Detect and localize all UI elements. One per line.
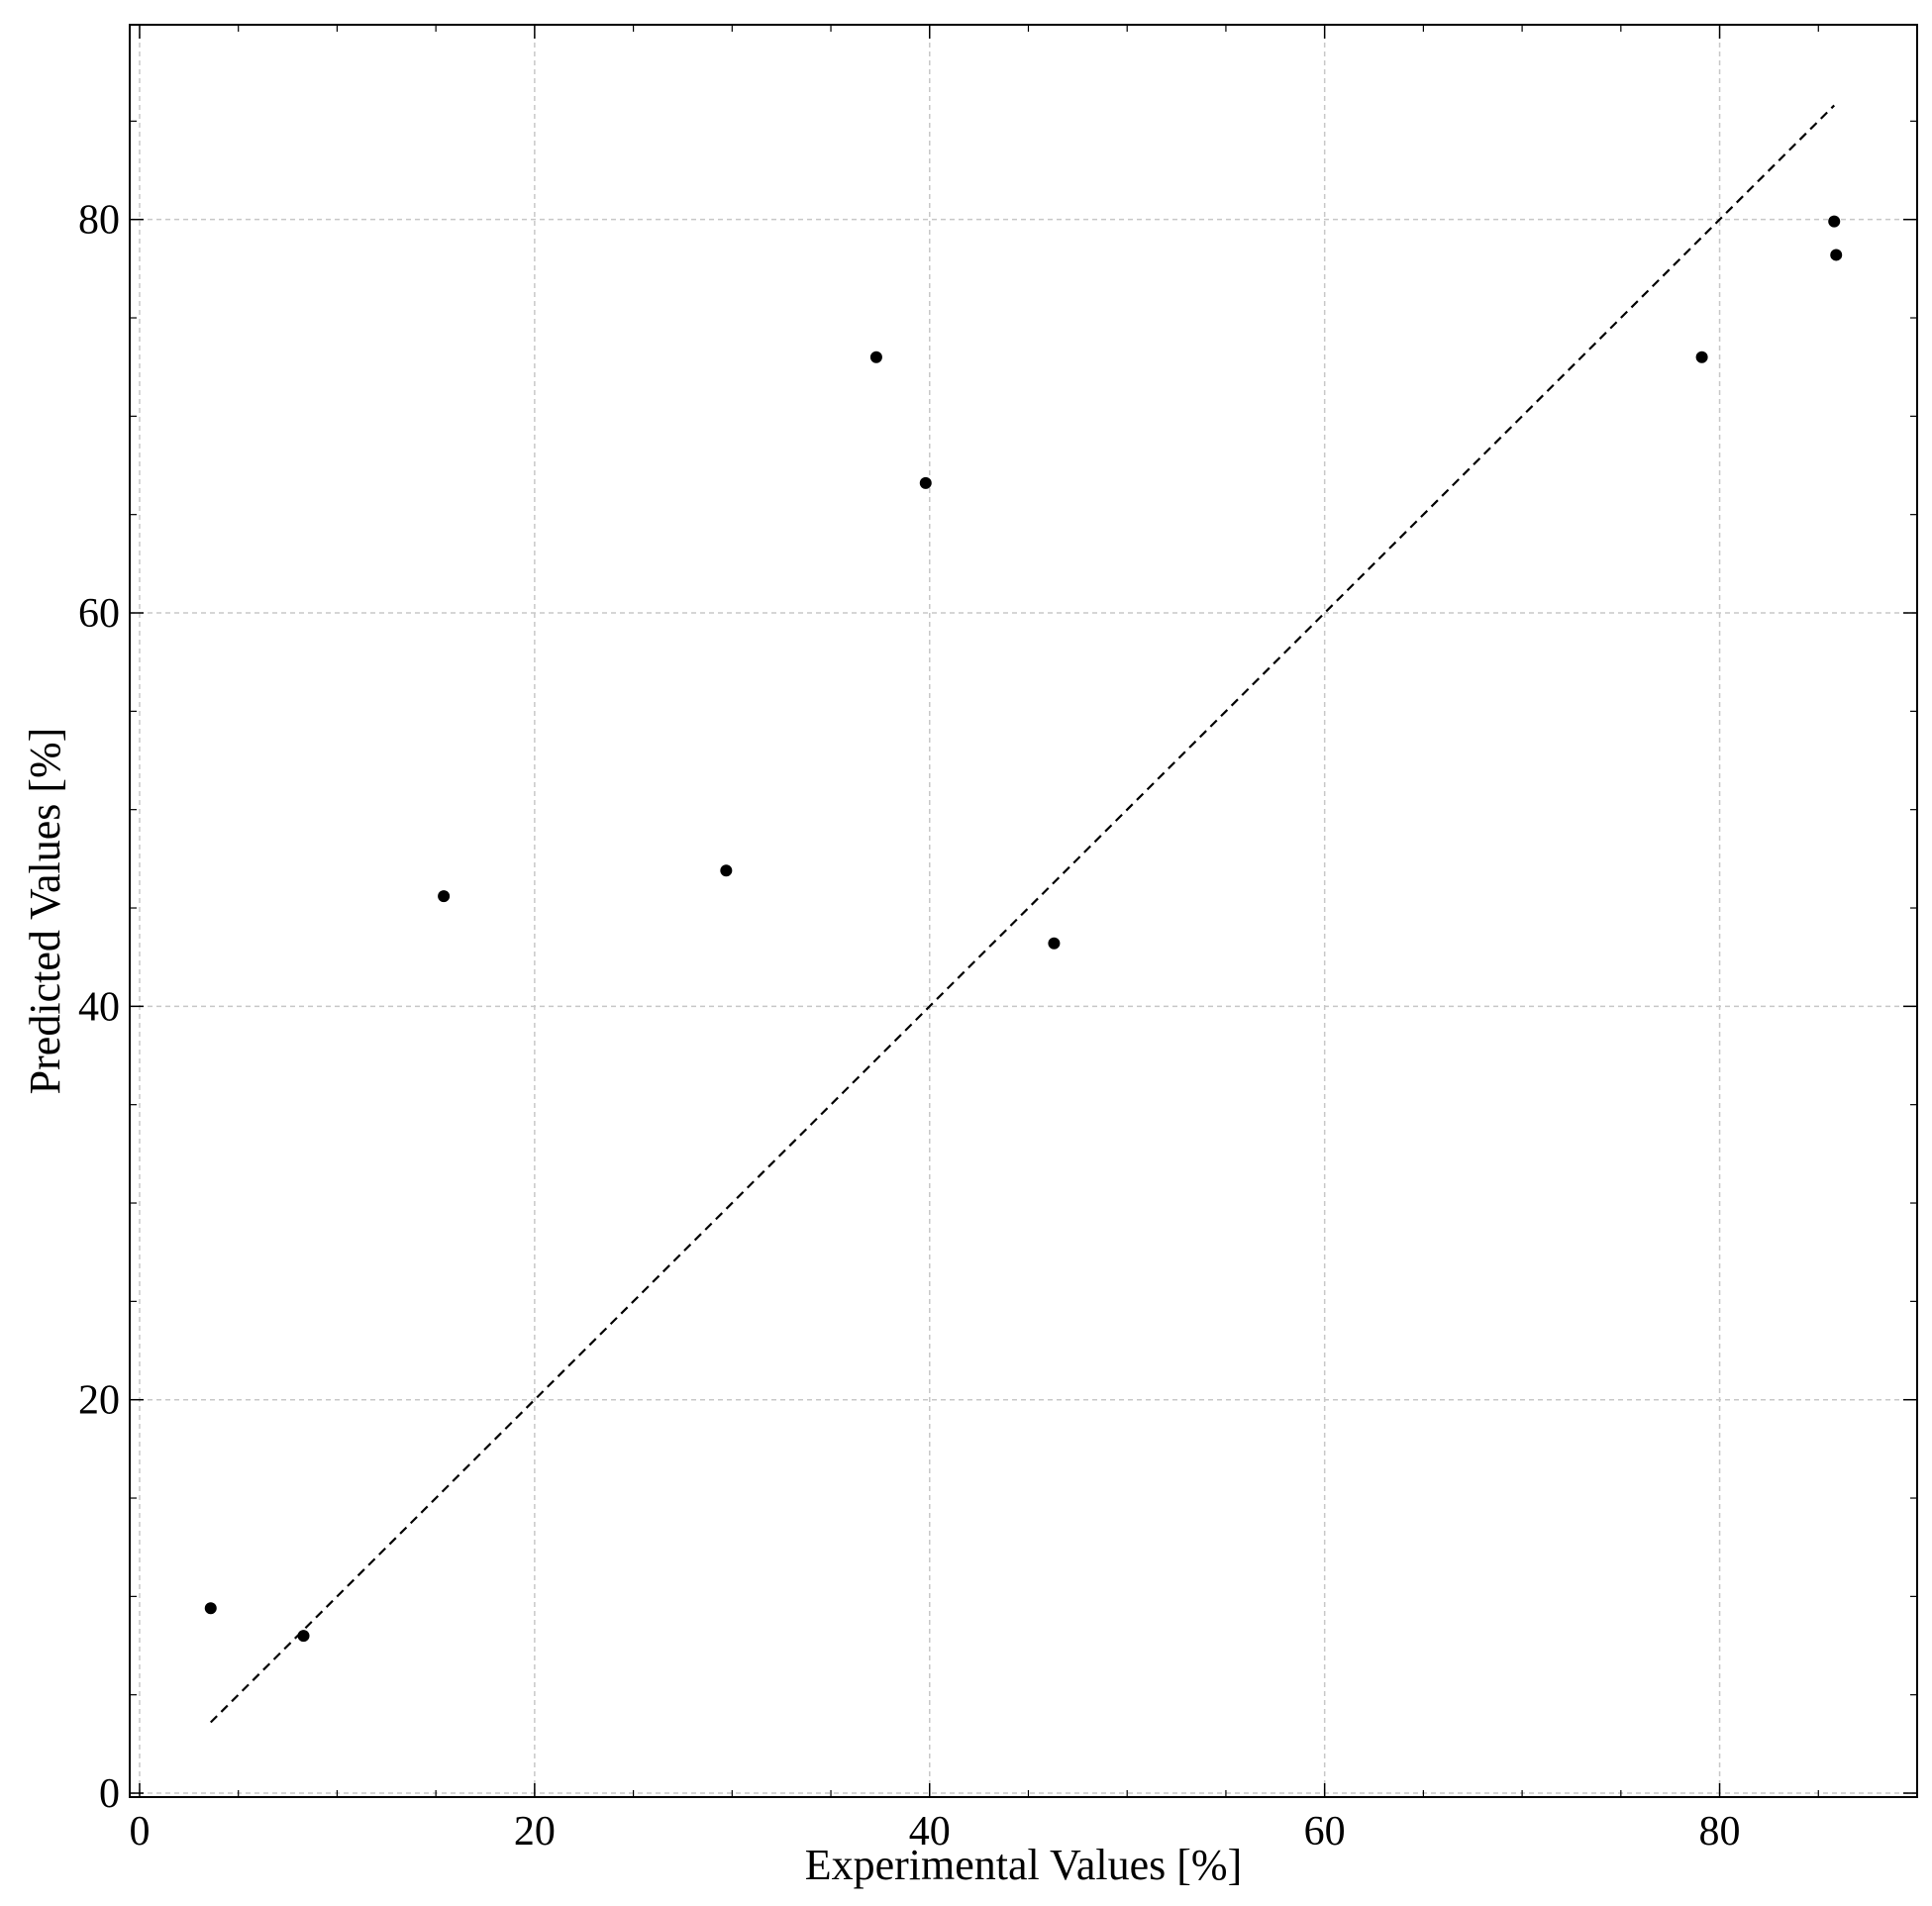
data-point [438, 890, 451, 903]
y-tick-label: 40 [78, 984, 120, 1030]
data-point [1048, 937, 1061, 950]
plot-frame [129, 24, 1918, 1798]
x-tick-label: 80 [1699, 1809, 1741, 1855]
x-tick-label: 40 [909, 1809, 951, 1855]
y-tick-label: 20 [78, 1378, 120, 1424]
y-tick-label: 80 [78, 198, 120, 244]
data-point [297, 1630, 310, 1643]
x-tick-label: 60 [1304, 1809, 1346, 1855]
data-point [720, 864, 733, 877]
reference-line-layer [209, 104, 1836, 1724]
data-point [1695, 351, 1708, 363]
reference-line [209, 104, 1836, 1724]
data-point [1830, 249, 1843, 261]
data-point [919, 476, 932, 489]
data-point [1828, 215, 1841, 228]
y-tick-label: 60 [78, 591, 120, 637]
x-axis-label: Experimental Values [%] [805, 1841, 1242, 1889]
x-tick-label: 20 [514, 1809, 556, 1855]
y-tick-label: 0 [99, 1771, 120, 1817]
minor-ticks [130, 25, 1918, 1797]
grid-lines [130, 25, 1917, 1797]
data-point [204, 1602, 217, 1615]
x-tick-label: 0 [129, 1809, 150, 1855]
data-point [869, 351, 882, 363]
tick-labels: 0 20 40 60 80 0 20 40 60 80 [78, 198, 1741, 1855]
y-axis-label: Predicted Values [%] [21, 728, 69, 1095]
data-points [204, 215, 1843, 1643]
